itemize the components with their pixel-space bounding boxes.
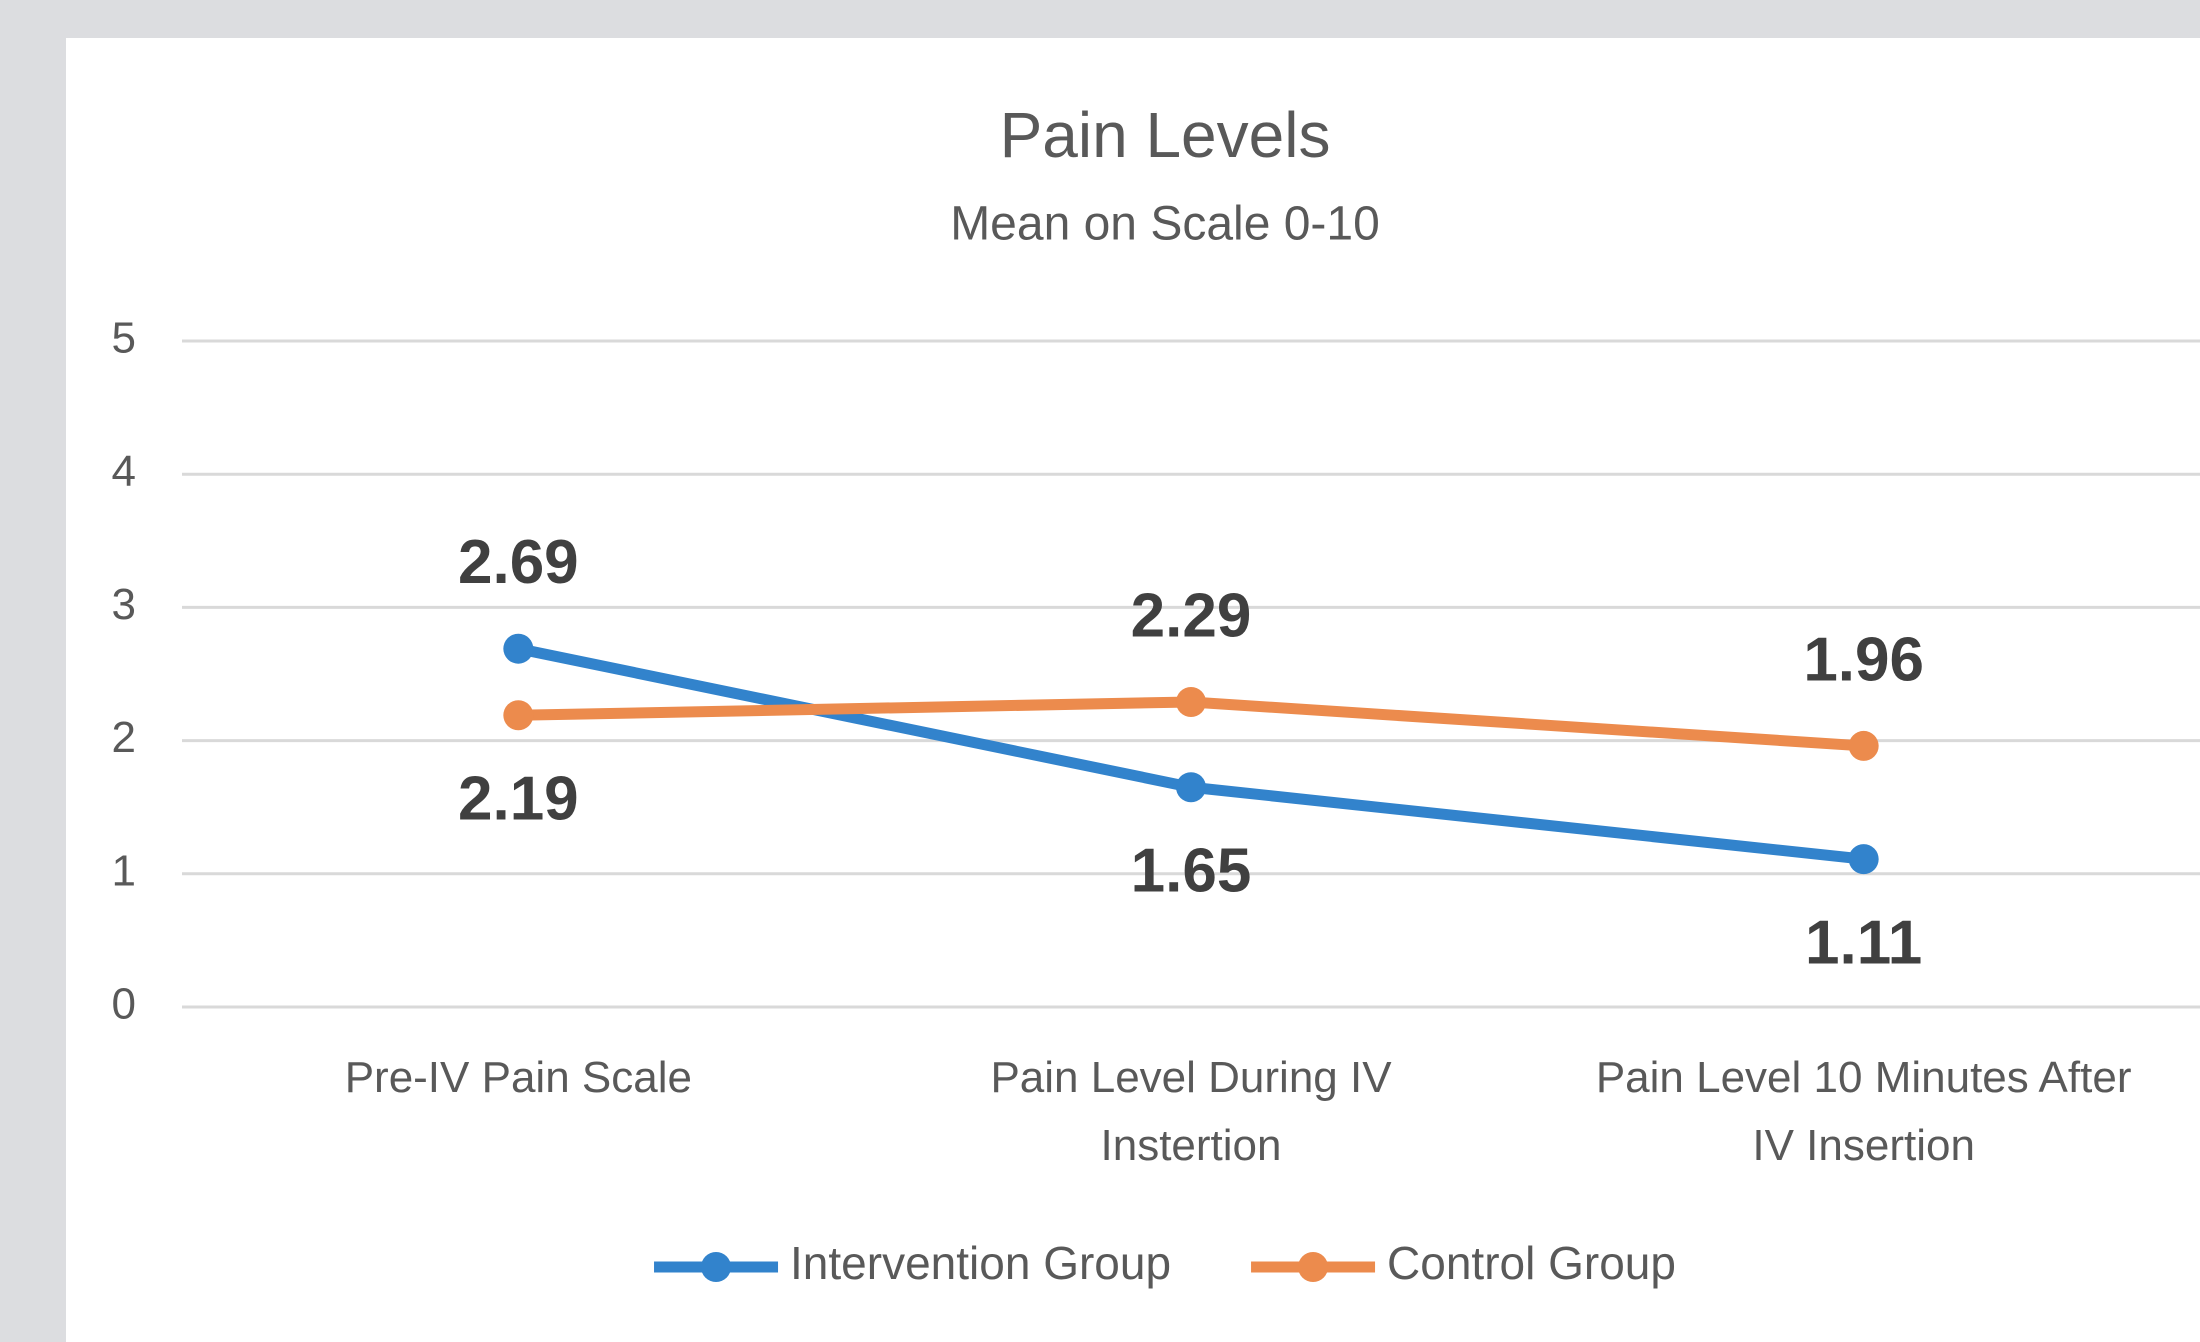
data-point bbox=[1176, 686, 1206, 717]
chart-subtitle: Mean on Scale 0-10 bbox=[950, 198, 1380, 251]
data-point bbox=[1848, 730, 1879, 761]
y-tick-label: 4 bbox=[112, 447, 136, 496]
y-tick-label: 0 bbox=[112, 980, 136, 1029]
y-tick-label: 1 bbox=[112, 846, 136, 895]
chart-area bbox=[66, 38, 2200, 1342]
x-tick-label: Pre-IV Pain Scale bbox=[345, 1053, 692, 1102]
chart-title: Pain Levels bbox=[1000, 99, 1331, 171]
x-tick-label: Pain Level During IV Instertion bbox=[990, 1053, 1392, 1170]
legend-item: Control Group bbox=[1251, 1237, 1676, 1289]
legend-item: Intervention Group bbox=[654, 1237, 1171, 1289]
y-tick-label: 5 bbox=[112, 314, 136, 363]
data-point bbox=[1848, 844, 1879, 875]
legend-label: Control Group bbox=[1387, 1237, 1676, 1289]
data-point bbox=[503, 633, 534, 664]
legend-label: Intervention Group bbox=[790, 1237, 1171, 1289]
data-label: 1.65 bbox=[1131, 837, 1252, 906]
data-label: 2.69 bbox=[458, 528, 579, 597]
y-tick-label: 3 bbox=[112, 580, 136, 629]
x-tick-label: Pain Level 10 Minutes After IV Insertion bbox=[1596, 1053, 2132, 1170]
data-point bbox=[503, 700, 534, 731]
data-label: 2.29 bbox=[1131, 581, 1252, 650]
y-tick-label: 2 bbox=[112, 713, 136, 762]
data-label: 2.19 bbox=[458, 765, 579, 834]
data-label: 1.11 bbox=[1805, 909, 1922, 978]
data-label: 1.96 bbox=[1803, 625, 1924, 694]
data-point bbox=[1176, 772, 1206, 803]
legend-marker bbox=[1298, 1252, 1329, 1282]
legend-marker bbox=[701, 1252, 732, 1282]
